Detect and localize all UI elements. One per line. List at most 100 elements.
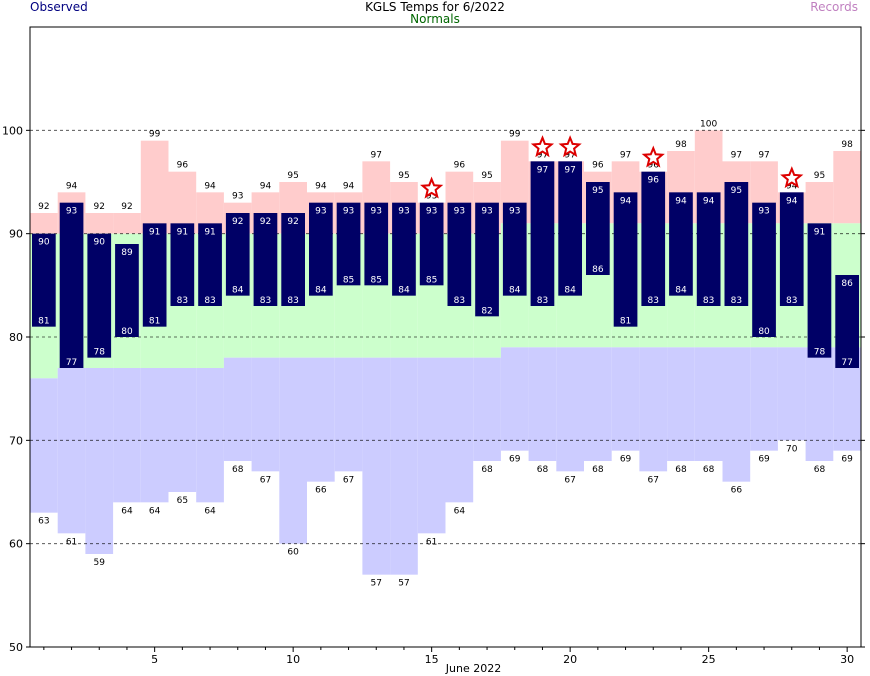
record-high-label: 92 [121, 202, 132, 212]
record-low-label: 68 [675, 465, 687, 475]
observed-high-label: 97 [564, 165, 575, 175]
observed-low-label: 77 [66, 358, 77, 368]
observed-high-label: 91 [149, 227, 160, 237]
record-high-label: 93 [232, 192, 243, 202]
observed-bar [115, 244, 139, 337]
record-low-label: 64 [121, 506, 133, 516]
record-low-band [30, 378, 58, 513]
observed-high-label: 97 [537, 165, 548, 175]
observed-bar-layer [32, 161, 859, 368]
record-low-band [556, 347, 584, 472]
observed-low-label: 84 [509, 286, 521, 296]
record-low-band [223, 357, 252, 461]
observed-bar [558, 161, 582, 296]
record-high-band [140, 140, 169, 234]
observed-high-label: 93 [343, 207, 354, 217]
observed-high-label: 94 [620, 196, 632, 206]
record-low-label: 69 [509, 455, 521, 465]
observed-high-label: 93 [371, 207, 382, 217]
x-tick-label: 10 [286, 653, 300, 666]
record-high-label: 96 [592, 161, 604, 171]
observed-bar [225, 213, 250, 296]
record-low-label: 68 [703, 465, 715, 475]
observed-high-label: 95 [592, 186, 603, 196]
observed-bar [392, 202, 416, 296]
record-low-band [750, 347, 778, 451]
record-high-band [113, 213, 141, 234]
record-high-label: 96 [648, 161, 660, 171]
observed-high-label: 92 [232, 217, 243, 227]
record-low-band [611, 347, 640, 451]
y-tick-label: 60 [9, 538, 23, 551]
observed-bar [835, 275, 859, 368]
record-low-band [722, 347, 751, 482]
observed-bar [502, 202, 527, 296]
observed-high-label: 91 [204, 227, 215, 237]
record-low-band [667, 347, 695, 461]
record-high-label: 97 [731, 150, 742, 160]
record-high-label: 95 [287, 171, 298, 181]
record-star-icon [558, 135, 582, 158]
record-high-label: 97 [620, 150, 631, 160]
record-high-label: 97 [371, 150, 382, 160]
observed-low-label: 83 [786, 296, 797, 306]
observed-bar [475, 202, 499, 317]
value-label-layer: 90 81 92 63 93 77 94 61 90 78 92 59 89 80 92 64 91 81 99 64… [38, 119, 853, 588]
observed-bar [87, 233, 112, 358]
observed-high-label: 93 [758, 207, 769, 217]
observed-low-label: 85 [371, 275, 382, 285]
observed-bar [779, 192, 804, 306]
observed-high-label: 94 [675, 196, 687, 206]
y-tick-label: 80 [9, 331, 23, 344]
observed-low-label: 77 [841, 358, 852, 368]
observed-high-label: 90 [38, 238, 50, 248]
record-low-band [694, 347, 723, 461]
observed-bar [336, 202, 361, 286]
observed-low-label: 83 [177, 296, 188, 306]
record-low-band [168, 368, 197, 492]
x-tick-label: 25 [702, 653, 716, 666]
observed-bar [309, 202, 333, 296]
record-high-label: 97 [537, 150, 548, 160]
record-low-label: 64 [454, 506, 466, 516]
grid-layer [30, 129, 861, 545]
observed-low-label: 81 [620, 317, 631, 327]
record-low-band [528, 347, 557, 461]
observed-high-label: 94 [786, 196, 798, 206]
record-high-label: 94 [786, 181, 798, 191]
record-high-label: 94 [260, 181, 272, 191]
records-legend-label: Records [810, 0, 858, 14]
observed-high-label: 93 [481, 207, 492, 217]
record-low-band [196, 368, 224, 503]
record-high-label: 96 [177, 161, 189, 171]
record-low-band [777, 347, 806, 441]
record-low-band [473, 357, 501, 461]
y-tick-label: 50 [9, 641, 23, 654]
axes-layer: 50 60 70 80 90 100 5 10 15 20 25 30 June 2022 [2, 26, 865, 675]
y-tick-label: 90 [9, 228, 23, 241]
record-low-label: 68 [592, 465, 604, 475]
record-low-label: 57 [371, 579, 382, 589]
observed-bar [281, 213, 305, 306]
record-low-label: 67 [260, 475, 271, 485]
observed-low-label: 85 [426, 275, 437, 285]
record-low-label: 64 [149, 506, 161, 516]
record-low-label: 69 [620, 455, 632, 465]
observed-bar [419, 202, 444, 286]
x-axis-label: June 2022 [445, 662, 501, 675]
record-star-icon [530, 135, 555, 158]
record-high-label: 98 [841, 140, 853, 150]
record-star-icon [420, 176, 444, 199]
y-tick-label: 100 [2, 124, 23, 137]
observed-bar [198, 223, 222, 306]
record-low-band [362, 357, 391, 575]
record-low-label: 67 [564, 475, 575, 485]
record-low-band [445, 357, 474, 503]
observed-low-label: 83 [648, 296, 659, 306]
record-low-band [85, 368, 114, 554]
observed-bar [447, 202, 472, 306]
observed-bar [752, 202, 776, 337]
observed-bar [586, 182, 610, 275]
observed-low-label: 81 [38, 317, 49, 327]
